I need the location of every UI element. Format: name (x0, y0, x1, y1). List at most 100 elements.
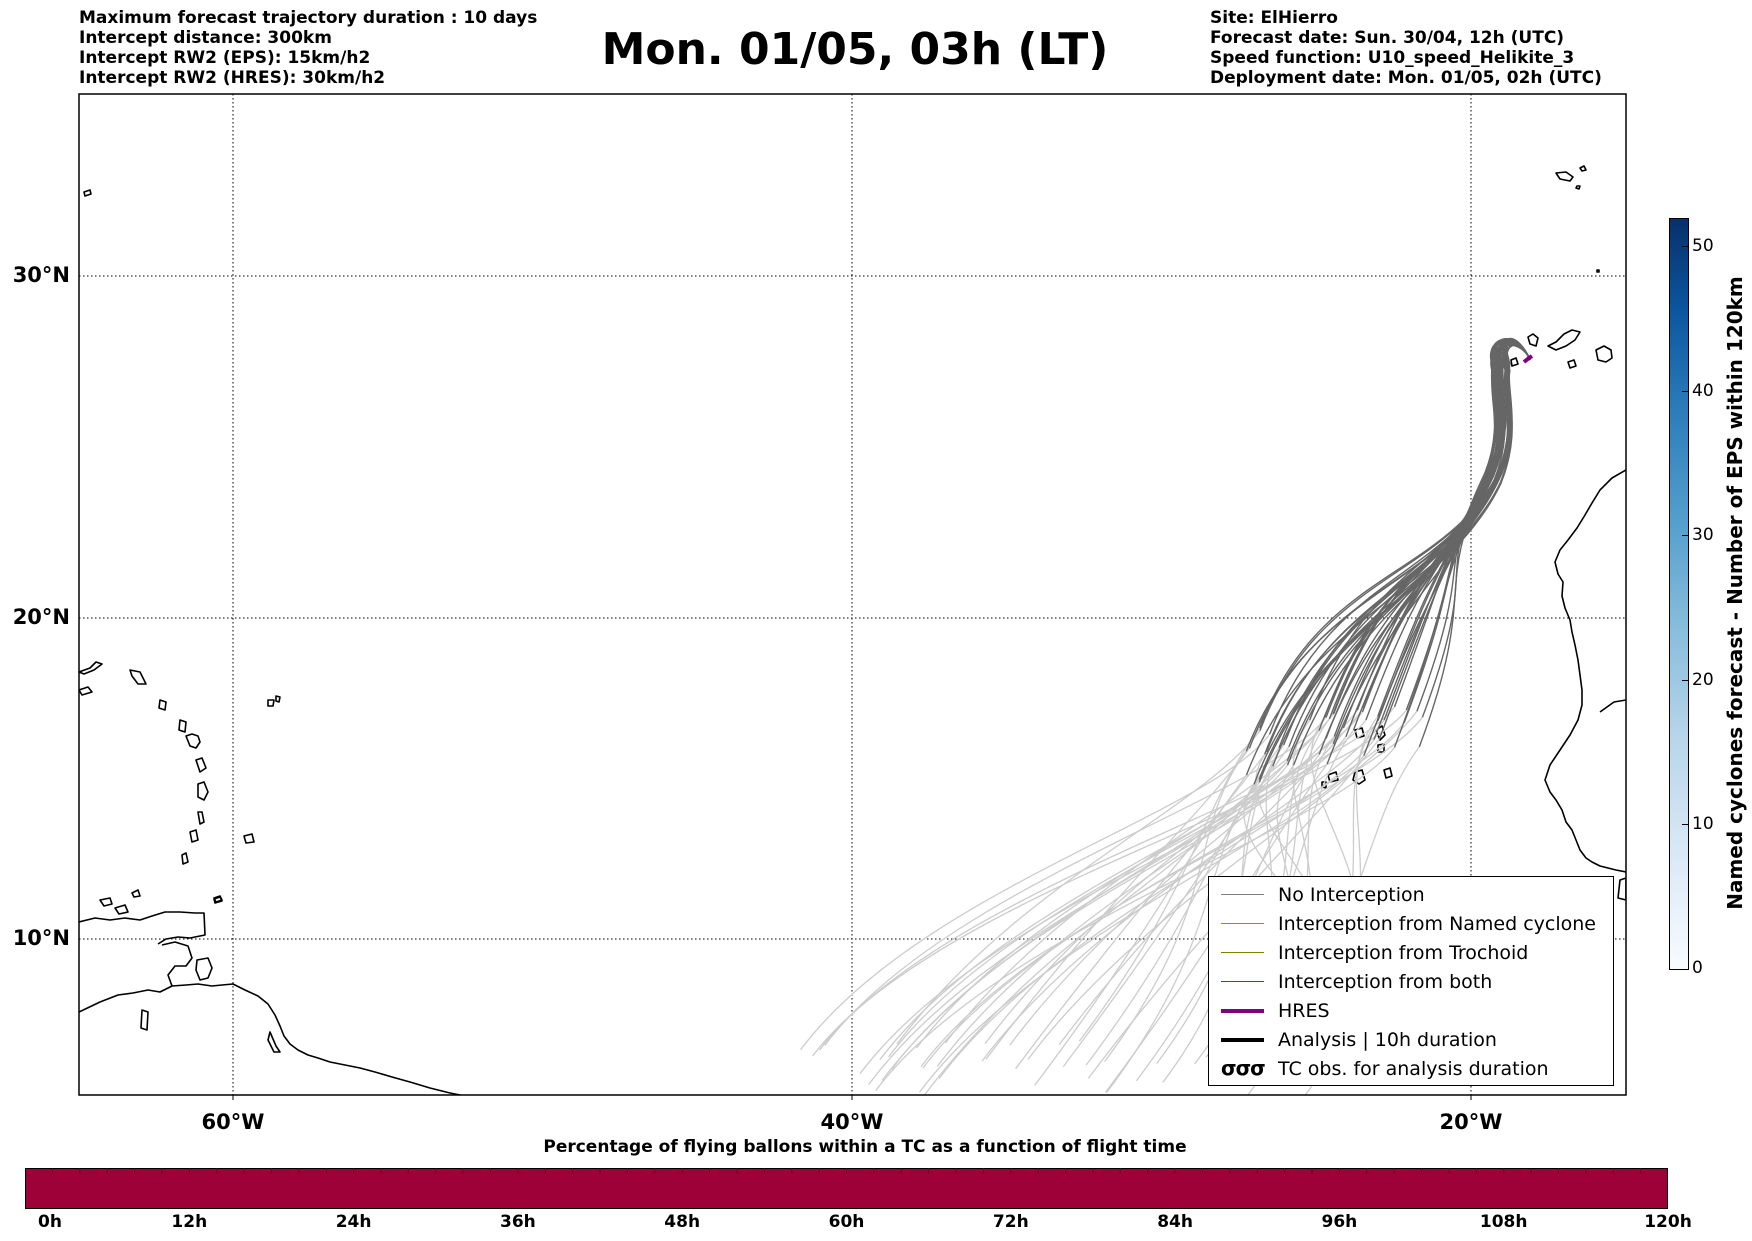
legend-label: Interception from Trochoid (1278, 942, 1529, 964)
flight-time-tick-label: 36h (500, 1212, 536, 1232)
eps-member-trajectory (1393, 339, 1531, 708)
legend-item-trochoid: Interception from Trochoid (1215, 940, 1611, 966)
legend-label: HRES (1278, 1000, 1330, 1022)
lat-label-30n: 30°N (12, 263, 70, 287)
cape-verde-5 (1352, 769, 1366, 785)
legend-label: No Interception (1278, 884, 1425, 906)
canary-4 (1567, 359, 1577, 369)
legend-label: Analysis | 10h duration (1278, 1029, 1497, 1051)
venezuela-coast (79, 911, 206, 945)
eps-member-trajectory-faded (938, 739, 1375, 1079)
eps-trajectories-recent (1245, 337, 1531, 785)
eps-member-trajectory-faded (799, 734, 1271, 1051)
eps-member-trajectory-faded (818, 706, 1396, 1051)
eps-member-trajectory (1373, 342, 1531, 740)
eps-member-trajectory (1377, 340, 1531, 721)
flight-time-tick-label: 84h (1157, 1212, 1193, 1232)
legend-item-hres: HRES (1215, 998, 1611, 1024)
info-line: Deployment date: Mon. 01/05, 02h (UTC) (1210, 68, 1602, 88)
legend-item-named-cyclone: Interception from Named cyclone (1215, 911, 1611, 937)
trinidad (195, 957, 213, 981)
orinoco-delta (267, 1031, 281, 1053)
coastlines (79, 165, 1626, 1095)
eps-member-trajectory (1332, 338, 1531, 715)
south-america-coast (79, 983, 465, 1095)
lesser-antilles-5 (197, 781, 209, 801)
flight-time-tick-label: 96h (1321, 1212, 1358, 1232)
eps-member-trajectory (1272, 343, 1531, 767)
lesser-antilles-6 (197, 811, 205, 825)
eps-member-trajectory-faded (824, 717, 1327, 1046)
lat-label-20n: 20°N (12, 605, 70, 629)
legend-label: Interception from both (1278, 971, 1493, 993)
flight-time-tick-label: 48h (664, 1212, 701, 1232)
eps-member-trajectory-faded (812, 709, 1407, 1057)
lon-label-40w: 40°W (820, 1110, 884, 1134)
colorbar-tick-label: 0 (1692, 958, 1703, 978)
eps-member-trajectory-faded (1062, 746, 1290, 1067)
eps-member-trajectory (1259, 338, 1531, 732)
legend-line-swatch (1221, 1009, 1264, 1013)
canary-1 (1527, 333, 1539, 347)
info-line: Intercept RW2 (EPS): 15km/h2 (79, 48, 371, 68)
eps-member-trajectory-faded (1009, 709, 1358, 1046)
legend-item-analysis: Analysis | 10h duration (1215, 1027, 1611, 1053)
colorbar-tick (1682, 246, 1688, 247)
colorbar-label: Named cyclones forecast - Number of EPS … (1723, 276, 1747, 910)
lon-label-60w: 60°W (201, 1110, 265, 1134)
colorbar-tick (1682, 391, 1688, 392)
colorbar-tick (1682, 535, 1688, 536)
eps-member-trajectory (1326, 344, 1531, 765)
flight-time-tick-label: 108h (1479, 1212, 1528, 1232)
eps-member-trajectory-faded (888, 719, 1367, 1058)
legend-line-swatch (1221, 923, 1264, 924)
flight-time-tick-label: 60h (828, 1212, 865, 1232)
legend-line-swatch (1221, 981, 1264, 982)
hispaniola-ish (129, 669, 147, 685)
lesser-antilles-8 (181, 852, 189, 865)
legend-item-tc-obs: σσσ TC obs. for analysis duration (1215, 1056, 1611, 1082)
canary-3 (1595, 345, 1613, 363)
bijagos (1617, 877, 1626, 901)
eps-member-trajectory (1258, 344, 1531, 780)
colorbar-tick-label: 10 (1692, 814, 1714, 834)
guiana-islet (140, 1009, 149, 1031)
eps-member-trajectory-faded (896, 730, 1261, 1045)
info-line: Site: ElHierro (1210, 8, 1338, 28)
eps-member-trajectory-faded (920, 716, 1423, 1068)
lesser-antilles-7 (189, 829, 199, 843)
africa-coast (1544, 469, 1626, 873)
lesser-antilles-2 (178, 719, 187, 733)
info-line: Maximum forecast trajectory duration : 1… (79, 8, 538, 28)
info-line: Intercept distance: 300km (79, 28, 332, 48)
lesser-antilles-9 (243, 833, 255, 844)
caribbean-coast-left (79, 661, 103, 696)
colorbar-tick-label: 50 (1692, 236, 1714, 256)
info-line: Speed function: U10_speed_Helikite_3 (1210, 48, 1575, 68)
colorbar-tick-label: 30 (1692, 525, 1714, 545)
cape-verde-coast (1599, 699, 1626, 713)
lat-label-10n: 10°N (12, 926, 70, 950)
hres-trajectory (1522, 354, 1534, 364)
map-legend: No Interception Interception from Named … (1208, 876, 1614, 1086)
eps-member-trajectory-faded (1015, 753, 1266, 1070)
info-line: Intercept RW2 (HRES): 30km/h2 (79, 68, 386, 88)
colorbar (1669, 218, 1689, 970)
cape-verde-1 (1354, 727, 1365, 739)
selvagens (1596, 269, 1600, 273)
canary-5 (1510, 357, 1519, 367)
site-info: Site: ElHierro Forecast date: Sun. 30/04… (1210, 8, 1602, 88)
flight-time-tick-label: 12h (171, 1212, 208, 1232)
flight-time-tick-label: 24h (335, 1212, 372, 1232)
legend-item-no-interception: No Interception (1215, 882, 1611, 908)
eps-member-trajectory-faded (1085, 747, 1280, 1066)
forecast-parameters: Maximum forecast trajectory duration : 1… (79, 8, 537, 88)
gulf-of-paria (161, 941, 193, 987)
flight-time-tick-label: 120h (1644, 1212, 1692, 1232)
flight-time-percentage-bar (25, 1168, 1668, 1209)
colorbar-tick-label: 40 (1692, 381, 1714, 401)
map-title: Mon. 01/05, 03h (LT) (601, 24, 1109, 75)
eps-member-trajectory-faded (1034, 774, 1248, 1086)
lesser-antilles-11 (267, 695, 281, 707)
